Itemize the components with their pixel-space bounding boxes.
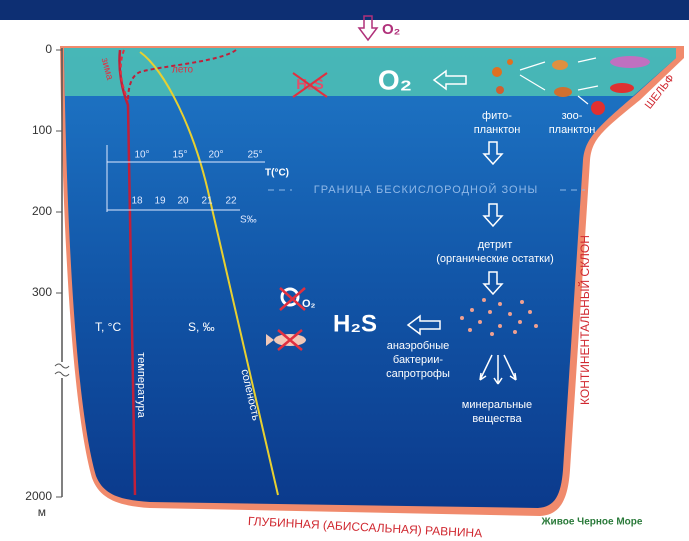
phyto-label: фито- (482, 110, 512, 122)
depth-ticks (56, 50, 62, 497)
depth-label: 100 (32, 123, 52, 137)
t-tick: 10° (134, 150, 149, 161)
minerals-label: минеральные (462, 399, 532, 411)
s-tick: 18 (131, 196, 143, 207)
depth-label: 200 (32, 204, 52, 218)
floor-label: ГЛУБИННАЯ (АБИССАЛЬНАЯ) РАВНИНА (248, 514, 483, 540)
top-band (0, 0, 689, 20)
diagram: 0 100 200 300 2000 м O₂ зима лето H₂S O₂… (0, 0, 689, 541)
t-tick: 15° (172, 150, 187, 161)
depth-label: 300 (32, 285, 52, 299)
detritus-label: детрит (478, 239, 513, 251)
detritus-label: (органические остатки) (436, 253, 554, 265)
phyto-label: планктон (474, 124, 521, 136)
t-legend: T, °C (95, 320, 121, 334)
minerals-label: вещества (472, 413, 522, 425)
bacteria-label: анаэробные (387, 340, 450, 352)
zoo-label: зоо- (562, 110, 583, 122)
s-tick: 22 (225, 196, 237, 207)
t-label: T(°C) (265, 168, 289, 179)
depth-unit: м (38, 505, 46, 519)
oxygen-label: O₂ (382, 21, 400, 38)
slope-label: КОНТИНЕНТАЛЬНЫЙ СКЛОН (577, 235, 592, 405)
depth-label: 2000 (25, 489, 52, 503)
h2s-big: H₂S (333, 310, 377, 337)
t-tick: 25° (247, 150, 262, 161)
oxygen-big: O₂ (378, 64, 412, 95)
bacteria-label: сапротрофы (386, 368, 450, 380)
s-tick: 19 (154, 196, 166, 207)
s-legend: S, ‰ (188, 320, 215, 334)
summer-label: лето (172, 65, 194, 76)
s-tick: 21 (201, 196, 213, 207)
s-tick: 20 (177, 196, 189, 207)
s-label: S‰ (240, 215, 257, 226)
credit: Живое Черное Море (541, 517, 643, 528)
temperature-curve-label: температура (135, 352, 147, 418)
t-tick: 20° (208, 150, 223, 161)
axis-break (55, 364, 69, 376)
zoo-label: планктон (549, 124, 596, 136)
bacteria-label: бактерии- (393, 354, 444, 366)
boundary-label: ГРАНИЦА БЕСКИСЛОРОДНОЙ ЗОНЫ (314, 183, 539, 196)
depth-label: 0 (45, 42, 52, 56)
